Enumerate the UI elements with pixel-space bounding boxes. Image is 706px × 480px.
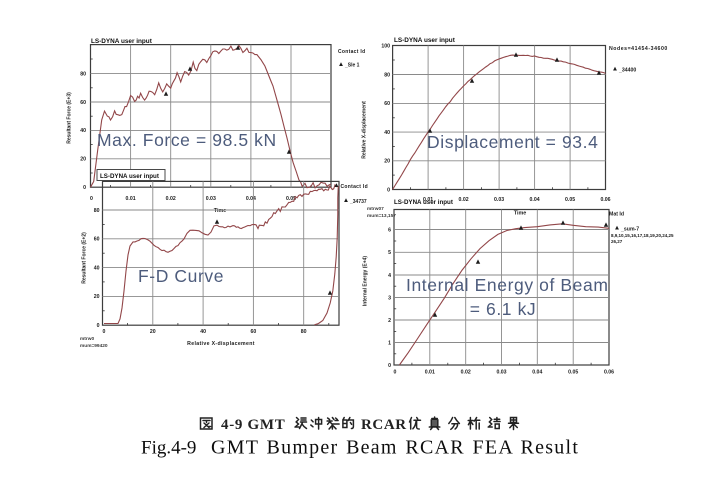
svg-text:80: 80 [384,72,390,78]
svg-text:Time: Time [214,208,226,214]
svg-text:0.01: 0.01 [126,196,136,202]
svg-text:Internal Energy (E+4): Internal Energy (E+4) [363,256,369,306]
svg-text:1: 1 [388,340,391,346]
svg-text:0: 0 [97,323,100,329]
svg-text:100: 100 [381,43,390,49]
svg-text:_Sle 1: _Sle 1 [344,63,360,69]
svg-text:20: 20 [150,329,156,335]
svg-text:0: 0 [103,329,106,335]
svg-text:Contact Id: Contact Id [338,49,365,55]
svg-text:Resultant Force (E+3): Resultant Force (E+3) [67,92,73,144]
svg-text:0: 0 [394,370,397,376]
svg-text:Relative X-displacement: Relative X-displacement [362,101,368,159]
svg-text:GMT Bumper Beam RCAR FEA Resul: GMT Bumper Beam RCAR FEA Result [211,437,579,459]
svg-text:40: 40 [200,329,206,335]
svg-text:4: 4 [388,273,391,279]
svg-text:20: 20 [384,159,390,165]
svg-text:20: 20 [94,294,100,300]
svg-text:mum=99420: mum=99420 [80,343,108,349]
svg-text:0: 0 [388,363,391,369]
svg-text:40: 40 [80,128,86,134]
svg-text:mtrw07: mtrw07 [367,206,384,212]
svg-text:_sum-7: _sum-7 [620,227,639,233]
svg-text:0: 0 [387,187,390,193]
svg-text:mum=13,157: mum=13,157 [367,213,396,219]
svg-text:0.02: 0.02 [461,370,471,376]
svg-text:0: 0 [83,185,86,191]
svg-text:Nodes=41454-34600: Nodes=41454-34600 [609,46,668,52]
svg-text:80: 80 [80,71,86,77]
svg-text:80: 80 [94,208,100,214]
svg-text:0.01: 0.01 [423,197,433,203]
svg-text:0.05: 0.05 [565,197,575,203]
svg-text:Resultant Force (E+2): Resultant Force (E+2) [82,232,88,284]
svg-text:0.03: 0.03 [206,196,216,202]
svg-text:RCAR: RCAR [361,417,407,433]
svg-text:Mat Id: Mat Id [609,212,624,218]
svg-text:Max. Force = 98.5 kN: Max. Force = 98.5 kN [97,130,277,150]
svg-text:0.04: 0.04 [530,197,540,203]
svg-text:60: 60 [384,101,390,107]
svg-text:6: 6 [388,227,391,233]
svg-text:20: 20 [80,157,86,163]
svg-text:0.04: 0.04 [532,370,542,376]
svg-text:26,27: 26,27 [611,239,623,244]
svg-text:0.06: 0.06 [604,370,614,376]
svg-text:Time: Time [514,211,526,217]
svg-text:60: 60 [251,329,257,335]
svg-text:Contact Id: Contact Id [341,184,368,190]
svg-text:LS-DYNA user input: LS-DYNA user input [91,38,153,45]
svg-text:LS-DYNA user input: LS-DYNA user input [394,37,456,44]
svg-text:_34737: _34737 [349,199,367,205]
svg-text:60: 60 [94,237,100,243]
svg-text:0.01: 0.01 [425,370,435,376]
svg-text:8,9,10,15,16,17,18,19,20,24,25: 8,9,10,15,16,17,18,19,20,24,25 [611,233,674,238]
svg-text:0.03: 0.03 [496,370,506,376]
svg-text:F-D Curve: F-D Curve [138,266,224,286]
svg-text:_34400: _34400 [618,68,636,74]
svg-text:0.02: 0.02 [459,197,469,203]
svg-text:Fig.4-9: Fig.4-9 [141,438,196,459]
svg-text:0.03: 0.03 [494,197,504,203]
svg-text:= 6.1 kJ: = 6.1 kJ [470,299,537,319]
svg-text:Internal Energy of Beam: Internal Energy of Beam [406,275,609,295]
svg-text:0.05: 0.05 [286,196,296,202]
svg-text:0.04: 0.04 [246,196,256,202]
svg-text:mtrw0: mtrw0 [80,336,94,342]
svg-text:Relative X-displacement: Relative X-displacement [187,341,255,347]
svg-text:4-9 GMT: 4-9 GMT [221,417,285,433]
svg-text:Displacement = 93.4: Displacement = 93.4 [427,132,598,152]
svg-text:2: 2 [388,318,391,324]
svg-text:0.05: 0.05 [568,370,578,376]
svg-text:0.06: 0.06 [600,197,610,203]
svg-text:0.02: 0.02 [166,196,176,202]
svg-text:LS-DYNA user input: LS-DYNA user input [394,199,453,206]
svg-text:3: 3 [388,295,391,301]
svg-text:80: 80 [301,329,307,335]
svg-text:40: 40 [94,265,100,271]
svg-text:0: 0 [90,196,93,202]
svg-text:LS-DYNA user input: LS-DYNA user input [100,173,159,180]
svg-text:60: 60 [80,100,86,106]
svg-text:5: 5 [388,250,391,256]
svg-text:40: 40 [384,130,390,136]
